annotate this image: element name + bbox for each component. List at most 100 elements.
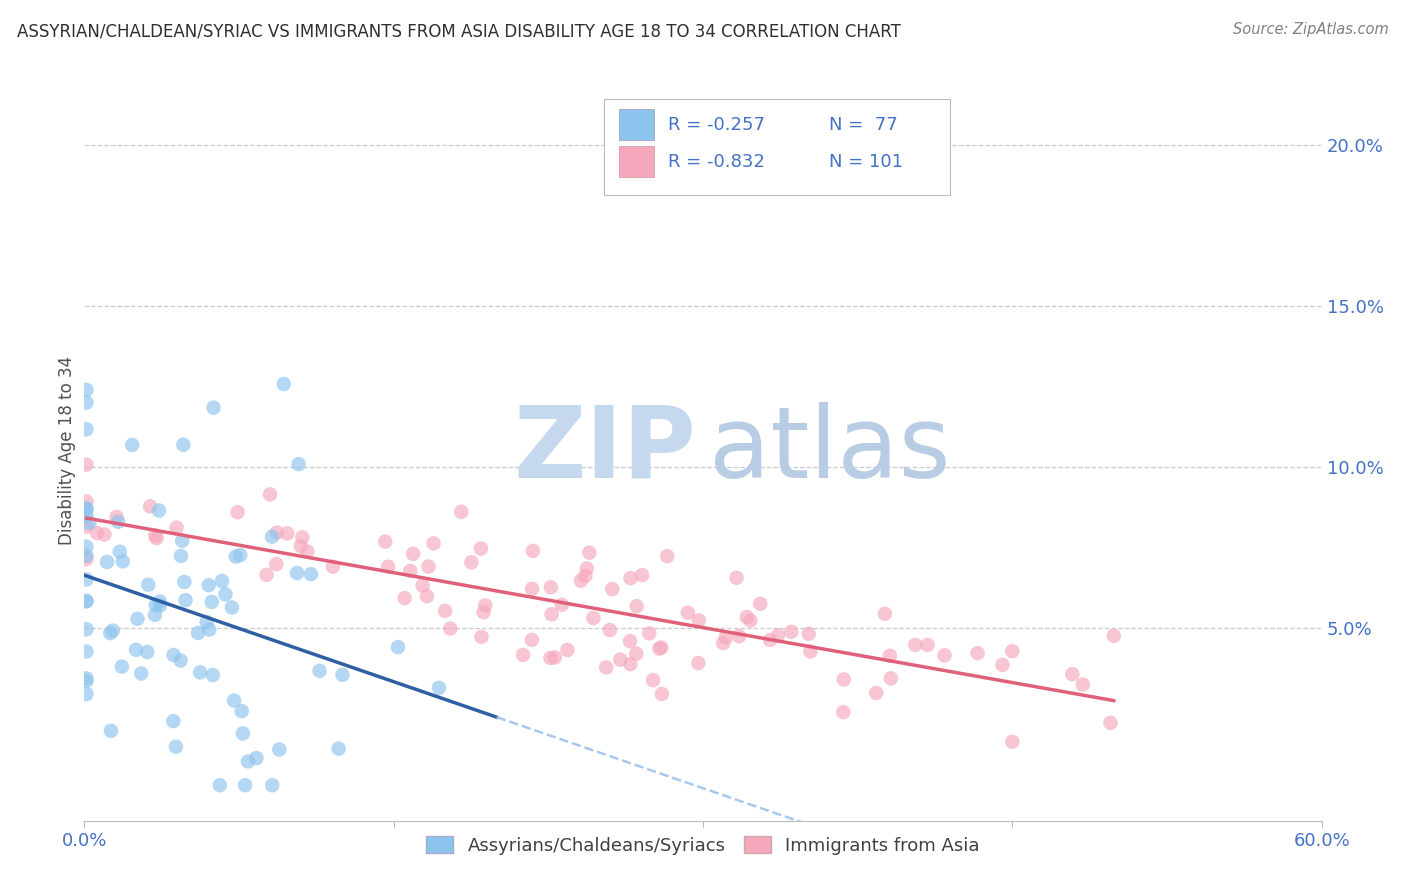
Point bbox=[575, 561, 598, 575]
Bar bbox=[619, 146, 654, 178]
Point bbox=[236, 755, 259, 769]
Point bbox=[174, 593, 197, 607]
Point bbox=[439, 622, 461, 636]
Point bbox=[162, 714, 184, 728]
Point bbox=[291, 530, 314, 544]
Point bbox=[75, 552, 97, 566]
Point bbox=[917, 638, 939, 652]
Point bbox=[201, 595, 224, 609]
Point bbox=[75, 644, 97, 658]
Point bbox=[374, 534, 396, 549]
Point bbox=[582, 611, 605, 625]
Point bbox=[1102, 629, 1125, 643]
Point bbox=[149, 594, 172, 608]
Point bbox=[873, 607, 896, 621]
Point bbox=[111, 554, 134, 568]
Point bbox=[470, 541, 492, 556]
Point bbox=[540, 607, 562, 622]
Point bbox=[470, 630, 492, 644]
Point bbox=[551, 598, 574, 612]
Point bbox=[266, 525, 288, 540]
Point bbox=[377, 559, 399, 574]
Point bbox=[75, 383, 97, 397]
Point bbox=[108, 544, 131, 558]
Point bbox=[101, 624, 124, 638]
Point bbox=[75, 395, 97, 409]
Point bbox=[676, 606, 699, 620]
Point bbox=[688, 613, 710, 627]
Point bbox=[165, 739, 187, 754]
Point bbox=[657, 549, 679, 563]
Point bbox=[100, 723, 122, 738]
Point bbox=[648, 641, 671, 656]
Point bbox=[172, 533, 194, 548]
Point bbox=[865, 686, 887, 700]
Point bbox=[214, 587, 236, 601]
Point bbox=[626, 647, 648, 661]
Point bbox=[638, 626, 661, 640]
Point bbox=[136, 645, 159, 659]
Point bbox=[260, 530, 283, 544]
Point bbox=[569, 574, 592, 588]
Point bbox=[111, 659, 134, 673]
Point bbox=[79, 516, 101, 530]
Point bbox=[832, 705, 855, 719]
Point bbox=[308, 664, 330, 678]
Point bbox=[474, 599, 496, 613]
Point bbox=[187, 626, 209, 640]
Point bbox=[231, 704, 253, 718]
Point bbox=[232, 726, 254, 740]
Text: ASSYRIAN/CHALDEAN/SYRIAC VS IMMIGRANTS FROM ASIA DISABILITY AGE 18 TO 34 CORRELA: ASSYRIAN/CHALDEAN/SYRIAC VS IMMIGRANTS F… bbox=[17, 22, 901, 40]
Point bbox=[328, 741, 350, 756]
Point bbox=[412, 578, 434, 592]
Point bbox=[460, 555, 482, 569]
Point bbox=[600, 582, 623, 596]
Point bbox=[749, 597, 772, 611]
Point bbox=[121, 438, 143, 452]
Point bbox=[422, 536, 444, 550]
Point bbox=[520, 582, 543, 596]
Point bbox=[631, 568, 654, 582]
Point bbox=[75, 674, 97, 689]
Point bbox=[714, 631, 737, 645]
Point bbox=[198, 623, 221, 637]
Point bbox=[651, 687, 673, 701]
Point bbox=[450, 505, 472, 519]
Point bbox=[966, 646, 988, 660]
Point bbox=[75, 549, 97, 563]
Point bbox=[759, 632, 782, 647]
Bar bbox=[619, 109, 654, 140]
Point bbox=[322, 559, 344, 574]
Text: Source: ZipAtlas.com: Source: ZipAtlas.com bbox=[1233, 22, 1389, 37]
Point bbox=[195, 615, 218, 629]
Point bbox=[125, 643, 148, 657]
Point bbox=[544, 650, 567, 665]
Point bbox=[904, 638, 927, 652]
Point bbox=[202, 401, 225, 415]
Point bbox=[540, 580, 562, 594]
Point bbox=[427, 681, 450, 695]
Point bbox=[557, 643, 579, 657]
Point bbox=[145, 531, 167, 545]
Point bbox=[799, 644, 821, 658]
Point bbox=[105, 509, 128, 524]
Point bbox=[93, 527, 115, 541]
Point bbox=[256, 567, 278, 582]
Point bbox=[273, 376, 295, 391]
Point bbox=[98, 626, 121, 640]
Point bbox=[880, 672, 903, 686]
Point bbox=[75, 502, 97, 516]
Text: ZIP: ZIP bbox=[515, 402, 697, 499]
Point bbox=[208, 778, 231, 792]
Point bbox=[540, 651, 562, 665]
Point bbox=[169, 653, 191, 667]
Point bbox=[797, 626, 820, 640]
Point bbox=[170, 549, 193, 563]
Point bbox=[166, 520, 188, 534]
Point bbox=[262, 778, 284, 792]
Point bbox=[1062, 667, 1084, 681]
Point bbox=[136, 578, 159, 592]
Point bbox=[599, 623, 621, 637]
Point bbox=[75, 622, 97, 636]
Point bbox=[512, 648, 534, 662]
